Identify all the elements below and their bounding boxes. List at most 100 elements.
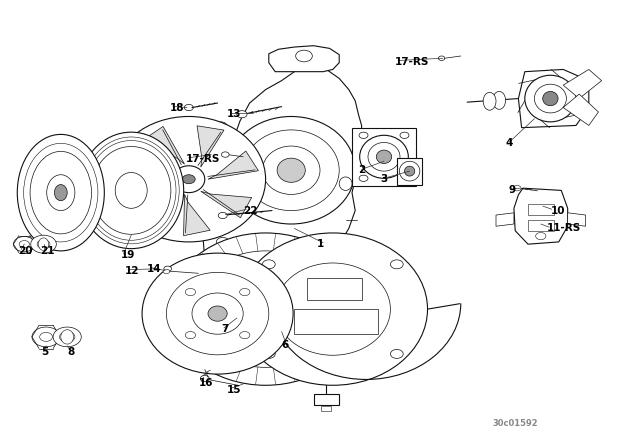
Text: 2: 2 (358, 165, 365, 175)
Ellipse shape (192, 293, 243, 334)
Circle shape (60, 332, 75, 342)
Polygon shape (122, 163, 172, 185)
Text: 9: 9 (509, 185, 516, 195)
Text: 8: 8 (67, 347, 74, 357)
Circle shape (31, 235, 56, 253)
Ellipse shape (360, 135, 408, 178)
Bar (294, 309, 378, 334)
Polygon shape (131, 186, 172, 224)
Ellipse shape (238, 233, 428, 385)
Circle shape (218, 212, 227, 219)
Ellipse shape (339, 177, 352, 190)
Polygon shape (201, 191, 252, 218)
Text: 6: 6 (282, 340, 289, 350)
Ellipse shape (61, 330, 74, 344)
Bar (307, 278, 362, 300)
Text: 10: 10 (550, 206, 565, 215)
Ellipse shape (534, 84, 566, 113)
Polygon shape (563, 69, 602, 99)
Ellipse shape (376, 150, 392, 164)
Circle shape (164, 266, 172, 271)
Ellipse shape (79, 132, 184, 249)
Circle shape (221, 152, 229, 157)
Bar (314, 394, 339, 405)
Text: 5: 5 (42, 347, 49, 357)
Polygon shape (197, 126, 224, 167)
Bar (528, 220, 554, 231)
Ellipse shape (170, 233, 362, 385)
Polygon shape (208, 151, 259, 179)
Text: 11-RS: 11-RS (547, 224, 582, 233)
Text: 12: 12 (125, 266, 140, 276)
Bar (397, 158, 422, 185)
Circle shape (19, 241, 29, 248)
Ellipse shape (483, 92, 496, 110)
Text: 3: 3 (381, 174, 388, 184)
Text: 1: 1 (317, 239, 324, 249)
Circle shape (37, 240, 50, 249)
Ellipse shape (275, 263, 390, 355)
Circle shape (40, 332, 52, 341)
Polygon shape (496, 213, 514, 226)
Ellipse shape (243, 130, 339, 211)
Text: 4: 4 (506, 138, 513, 148)
Polygon shape (250, 260, 291, 283)
Circle shape (182, 175, 195, 184)
Ellipse shape (525, 75, 576, 122)
Ellipse shape (208, 306, 227, 321)
Ellipse shape (221, 273, 310, 345)
Circle shape (13, 237, 35, 252)
Ellipse shape (30, 151, 92, 234)
Ellipse shape (404, 166, 415, 176)
Ellipse shape (142, 253, 293, 374)
Text: 7: 7 (221, 324, 228, 334)
Ellipse shape (225, 143, 248, 166)
Ellipse shape (38, 238, 49, 250)
Circle shape (237, 111, 247, 118)
Ellipse shape (227, 116, 355, 224)
Text: 21: 21 (40, 246, 55, 256)
Text: 15: 15 (227, 385, 242, 395)
Ellipse shape (115, 172, 147, 208)
Polygon shape (184, 194, 210, 236)
Circle shape (438, 56, 445, 60)
Ellipse shape (112, 116, 266, 242)
Ellipse shape (277, 158, 305, 182)
Ellipse shape (166, 272, 269, 355)
Circle shape (163, 269, 170, 274)
Polygon shape (202, 65, 362, 264)
Text: 20: 20 (18, 246, 33, 256)
Circle shape (184, 104, 193, 111)
Circle shape (200, 375, 209, 382)
Ellipse shape (399, 161, 420, 181)
Text: 16: 16 (198, 378, 213, 388)
Ellipse shape (262, 146, 320, 194)
Ellipse shape (543, 91, 558, 106)
Ellipse shape (17, 134, 104, 251)
Ellipse shape (47, 175, 75, 211)
Circle shape (32, 327, 60, 347)
Bar (352, 128, 416, 186)
Polygon shape (563, 94, 598, 125)
Polygon shape (514, 188, 568, 244)
Ellipse shape (493, 91, 506, 109)
Polygon shape (568, 213, 586, 226)
Ellipse shape (92, 146, 171, 234)
Circle shape (513, 185, 521, 191)
Text: 30c01592: 30c01592 (493, 419, 538, 428)
Text: 17-RS: 17-RS (395, 57, 429, 67)
Polygon shape (269, 46, 339, 72)
Ellipse shape (192, 251, 339, 367)
Ellipse shape (54, 185, 67, 201)
Ellipse shape (173, 166, 205, 193)
Text: 17-RS: 17-RS (186, 154, 220, 164)
Ellipse shape (216, 176, 232, 192)
Bar (321, 406, 331, 411)
Bar (528, 204, 554, 215)
Ellipse shape (368, 142, 400, 171)
Circle shape (53, 327, 81, 347)
Text: 19: 19 (120, 250, 134, 260)
Polygon shape (518, 69, 589, 128)
Text: 18: 18 (170, 103, 184, 112)
Ellipse shape (250, 297, 282, 322)
